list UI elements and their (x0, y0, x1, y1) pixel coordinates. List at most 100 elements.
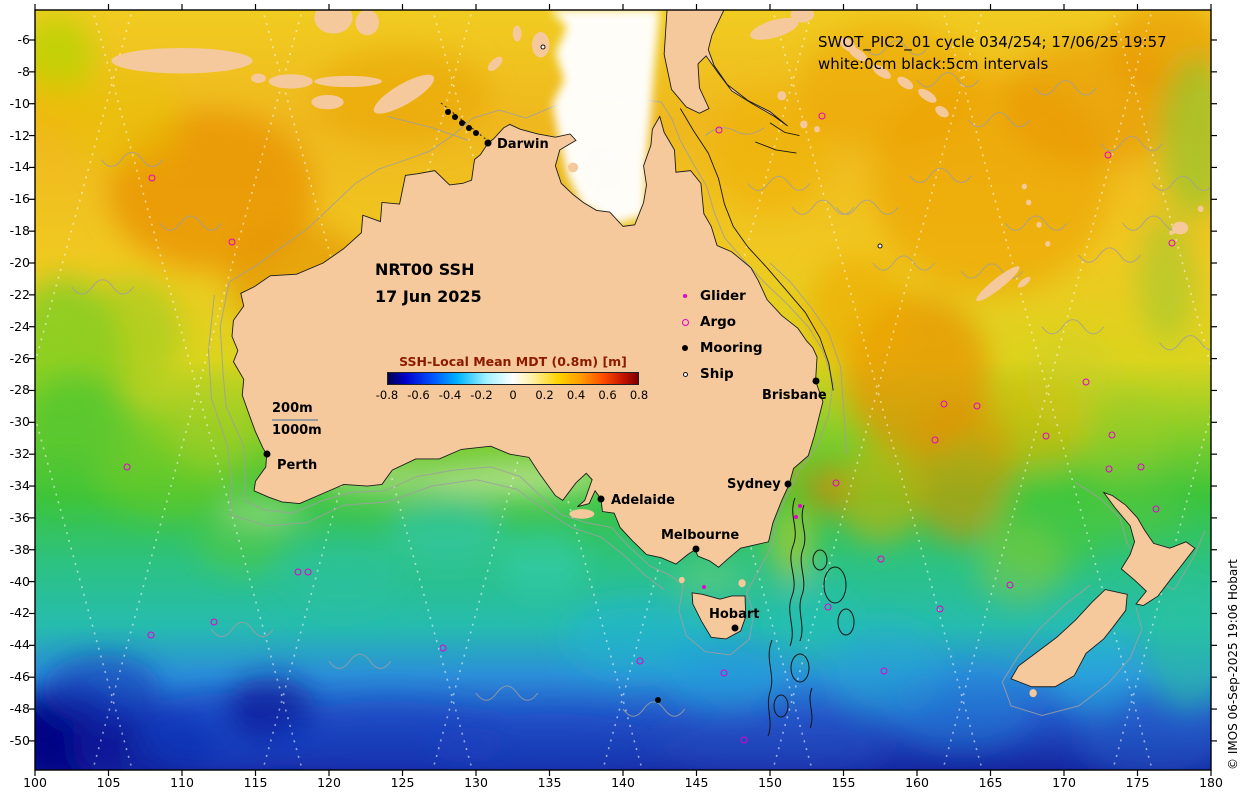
argo-marker (973, 402, 981, 410)
city-marker-perth (263, 450, 271, 458)
argo-marker (880, 667, 888, 675)
x-axis-tick-label: 100 (23, 775, 47, 790)
argo-marker (740, 736, 748, 744)
mooring-marker (459, 120, 465, 126)
legend-label: Argo (700, 314, 737, 330)
y-axis-tick-label: -40 (9, 573, 30, 589)
city-marker-sydney (784, 480, 792, 488)
city-label-adelaide: Adelaide (611, 493, 675, 508)
ssh-5cm-contours (767, 497, 855, 737)
y-axis-tick-label: -24 (9, 318, 30, 334)
city-marker-adelaide (597, 495, 605, 503)
argo-marker (228, 238, 236, 246)
argo-marker (636, 657, 644, 665)
credit-text: © IMOS 06-Sep-2025 19:06 Hobart (1226, 559, 1240, 770)
x-axis-tick-label: 125 (390, 775, 415, 790)
city-label-hobart: Hobart (709, 607, 760, 622)
y-axis-tick-label: -10 (9, 95, 30, 111)
y-axis-tick-label: -20 (9, 255, 30, 271)
colorbar-tick-label: 0 (509, 388, 517, 402)
legend-item-mooring: Mooring (678, 335, 763, 361)
x-axis-tick-label: 105 (96, 775, 121, 790)
argo-marker (1105, 465, 1113, 473)
argo-marker (304, 568, 312, 576)
colorbar-tick-label: -0.6 (407, 388, 430, 402)
legend-label: Glider (700, 288, 746, 304)
colorbar-tick-label: 0.4 (566, 388, 586, 402)
city-marker-darwin (484, 139, 492, 147)
y-axis-tick-label: -32 (9, 446, 30, 462)
city-marker-melbourne (692, 545, 700, 553)
x-axis-tick-label: 165 (978, 775, 1003, 790)
legend-item-ship: Ship (678, 361, 763, 387)
glider-marker (798, 504, 802, 508)
argo-marker (1108, 431, 1116, 439)
colorbar-ticks: -0.8 -0.6 -0.4 -0.2 0 0.2 0.4 0.6 0.8 (376, 388, 648, 402)
colorbar-tick-label: -0.2 (470, 388, 493, 402)
depth-contour-key: 200m 1000m (272, 401, 322, 438)
dataset-name: NRT00 SSH (375, 260, 475, 279)
y-axis-tick-label: -14 (9, 159, 30, 175)
colorbar-tick-label: -0.4 (438, 388, 462, 402)
mooring-marker (452, 114, 458, 120)
y-axis-tick-label: -8 (17, 63, 30, 79)
argo-marker (210, 618, 218, 626)
argo-marker (720, 669, 728, 677)
depth-200m-label: 200m (272, 401, 313, 416)
x-axis-tick-label: 130 (464, 775, 488, 790)
x-axis-tick-label: 150 (758, 775, 782, 790)
x-axis-tick-label: 155 (831, 775, 856, 790)
argo-marker (940, 400, 948, 408)
colorbar-tick-label: 0.2 (535, 388, 554, 402)
y-axis-tick-label: -44 (9, 637, 30, 653)
y-axis-tick-label: -26 (9, 350, 30, 366)
colorbar-tick-label: -0.8 (375, 388, 399, 402)
australia-landmass (232, 116, 823, 567)
glider-marker (794, 515, 798, 519)
landmasses (111, 10, 1204, 698)
colorbar-title: SSH-Local Mean MDT (0.8m) [m] (399, 354, 627, 369)
x-axis-tick-label: 145 (684, 775, 709, 790)
depth-1000m-label: 1000m (272, 423, 322, 438)
nz-north-island (1104, 492, 1195, 605)
x-axis-tick-label: 175 (1125, 775, 1150, 790)
argo-marker (931, 436, 939, 444)
x-axis-tick-label: 120 (317, 775, 341, 790)
depth-contour-sample (272, 419, 318, 421)
argo-marker (1006, 581, 1014, 589)
argo-marker (147, 631, 155, 639)
y-axis-tick-label: -42 (9, 605, 30, 621)
y-axis-tick-label: -30 (9, 414, 30, 430)
glider-marker-icon (683, 294, 687, 298)
y-axis-tick-label: -34 (9, 478, 30, 494)
city-label-melbourne: Melbourne (661, 528, 740, 543)
plot-title-line1: SWOT_PIC2_01 cycle 034/254; 17/06/25 19:… (818, 33, 1167, 51)
dataset-date: 17 Jun 2025 (375, 287, 482, 306)
legend-label: Ship (700, 366, 734, 382)
argo-marker-icon (681, 318, 689, 326)
ship-marker-icon (682, 371, 688, 377)
city-label-perth: Perth (277, 458, 318, 473)
city-marker-brisbane (812, 377, 820, 385)
y-axis-tick-label: -12 (9, 127, 30, 143)
new-guinea-landmass (664, 10, 787, 126)
x-axis-tick-label: 140 (611, 775, 635, 790)
argo-marker (877, 555, 885, 563)
legend-label: Mooring (700, 340, 763, 356)
shelf-edge-contours (680, 108, 833, 390)
x-axis-tick-label: 135 (537, 775, 562, 790)
glider-marker (702, 585, 706, 589)
ship-marker (540, 44, 546, 50)
colorbar-tick-label: 0.8 (629, 388, 649, 402)
mooring-marker (445, 109, 451, 115)
mooring-marker-icon (682, 345, 688, 351)
argo-marker (1104, 151, 1112, 159)
mooring-marker (655, 697, 661, 703)
y-axis-tick-label: -46 (9, 669, 30, 685)
x-axis-tick-label: 170 (1052, 775, 1076, 790)
y-axis-tick-label: -22 (9, 286, 30, 302)
small-islands (111, 10, 1204, 698)
legend-item-glider: Glider (678, 283, 763, 309)
city-label-darwin: Darwin (497, 137, 549, 152)
